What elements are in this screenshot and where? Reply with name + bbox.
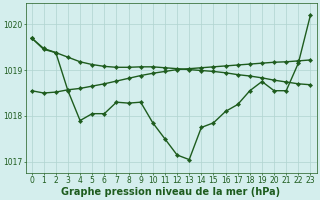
X-axis label: Graphe pression niveau de la mer (hPa): Graphe pression niveau de la mer (hPa) (61, 187, 281, 197)
